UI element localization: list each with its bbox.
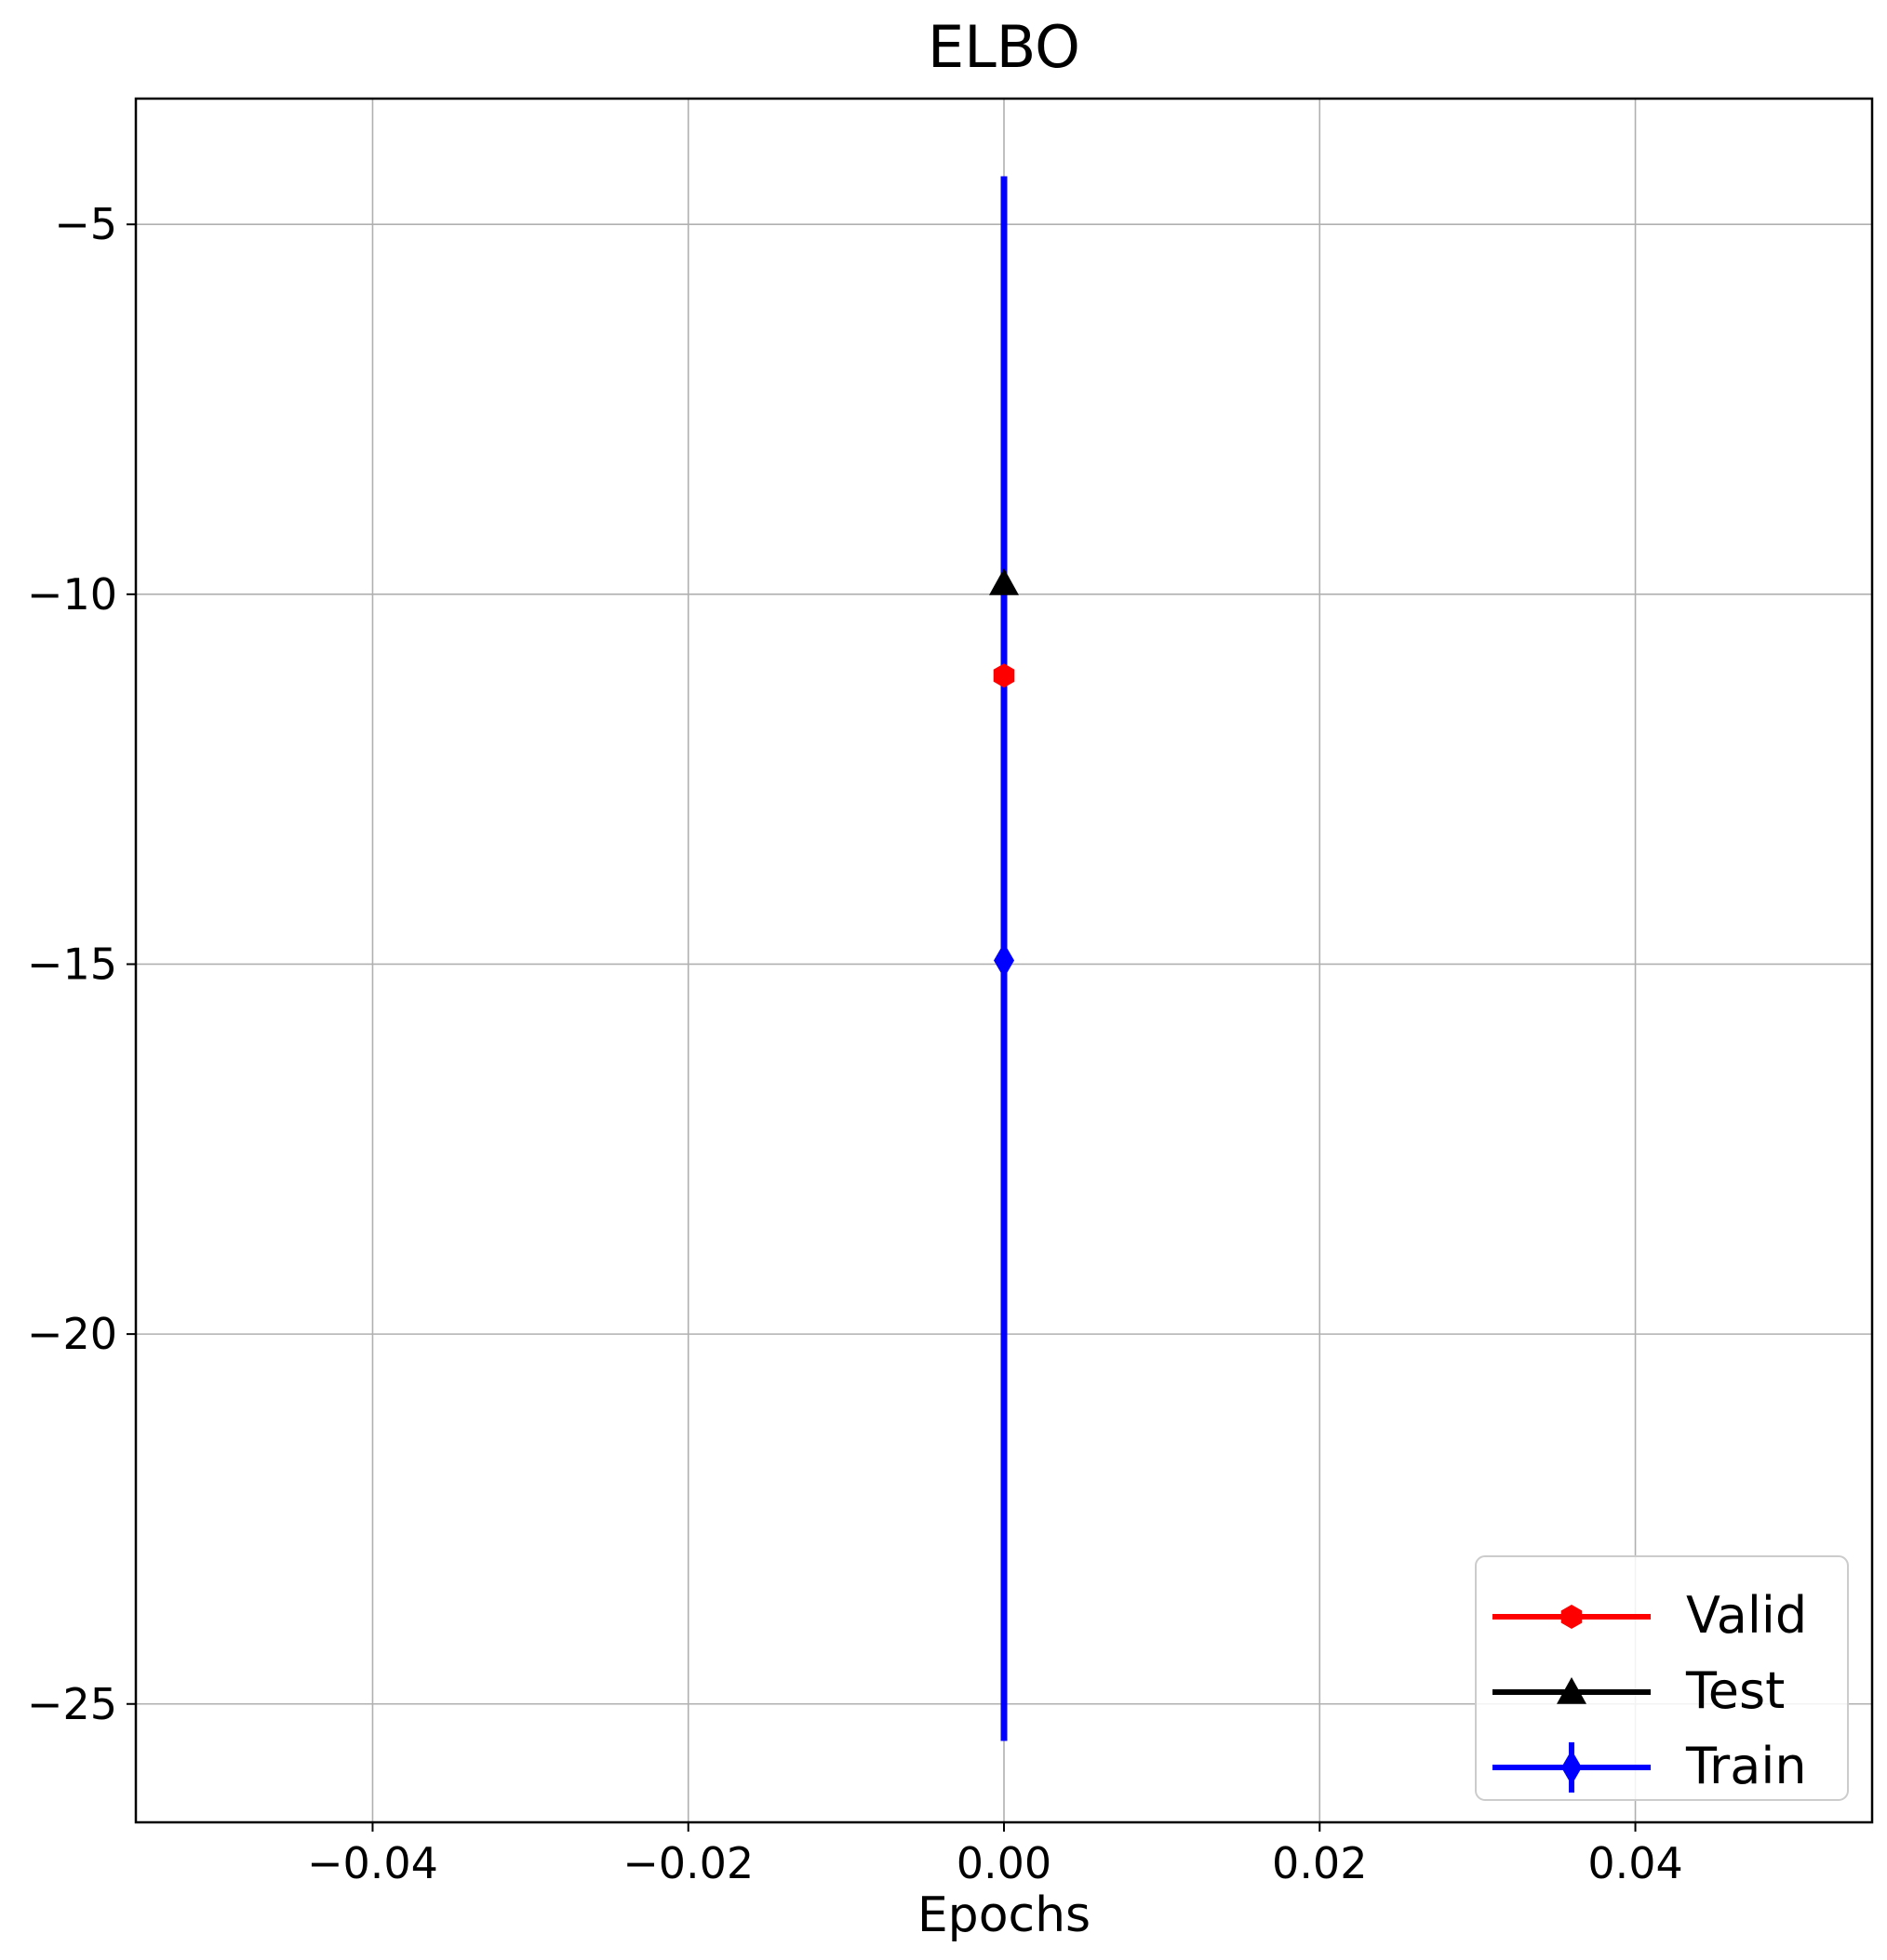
legend-marker-test — [1557, 1677, 1586, 1704]
point-valid — [993, 663, 1015, 688]
y-axis: −5 −10 −15 −20 −25 — [27, 199, 136, 1729]
x-tick-label: −0.04 — [307, 1838, 438, 1888]
legend-marker-train — [1561, 1750, 1582, 1785]
series-layer — [989, 176, 1019, 1741]
legend-label-valid: Valid — [1686, 1586, 1807, 1645]
y-tick-label: −15 — [27, 939, 117, 989]
y-tick-label: −20 — [27, 1309, 117, 1359]
y-tick-label: −10 — [27, 569, 117, 620]
legend-marker-valid — [1560, 1605, 1583, 1629]
x-tick-label: −0.02 — [622, 1838, 754, 1888]
y-tick-label: −5 — [54, 199, 117, 249]
x-tick-label: 0.02 — [1272, 1838, 1367, 1888]
plot-area — [134, 97, 1874, 1824]
legend: Valid Test Train — [1475, 1555, 1849, 1801]
x-tick-label: 0.04 — [1587, 1838, 1682, 1888]
point-test — [989, 567, 1019, 595]
x-axis: −0.04 −0.02 0.00 0.02 0.04 — [307, 1822, 1683, 1888]
legend-label-test: Test — [1685, 1661, 1785, 1720]
x-axis-title: Epochs — [917, 1887, 1091, 1943]
x-tick-label: 0.00 — [957, 1838, 1051, 1888]
chart-title: ELBO — [928, 13, 1080, 81]
point-train — [994, 942, 1014, 979]
legend-label-train: Train — [1685, 1737, 1807, 1795]
y-tick-label: −25 — [27, 1679, 117, 1729]
